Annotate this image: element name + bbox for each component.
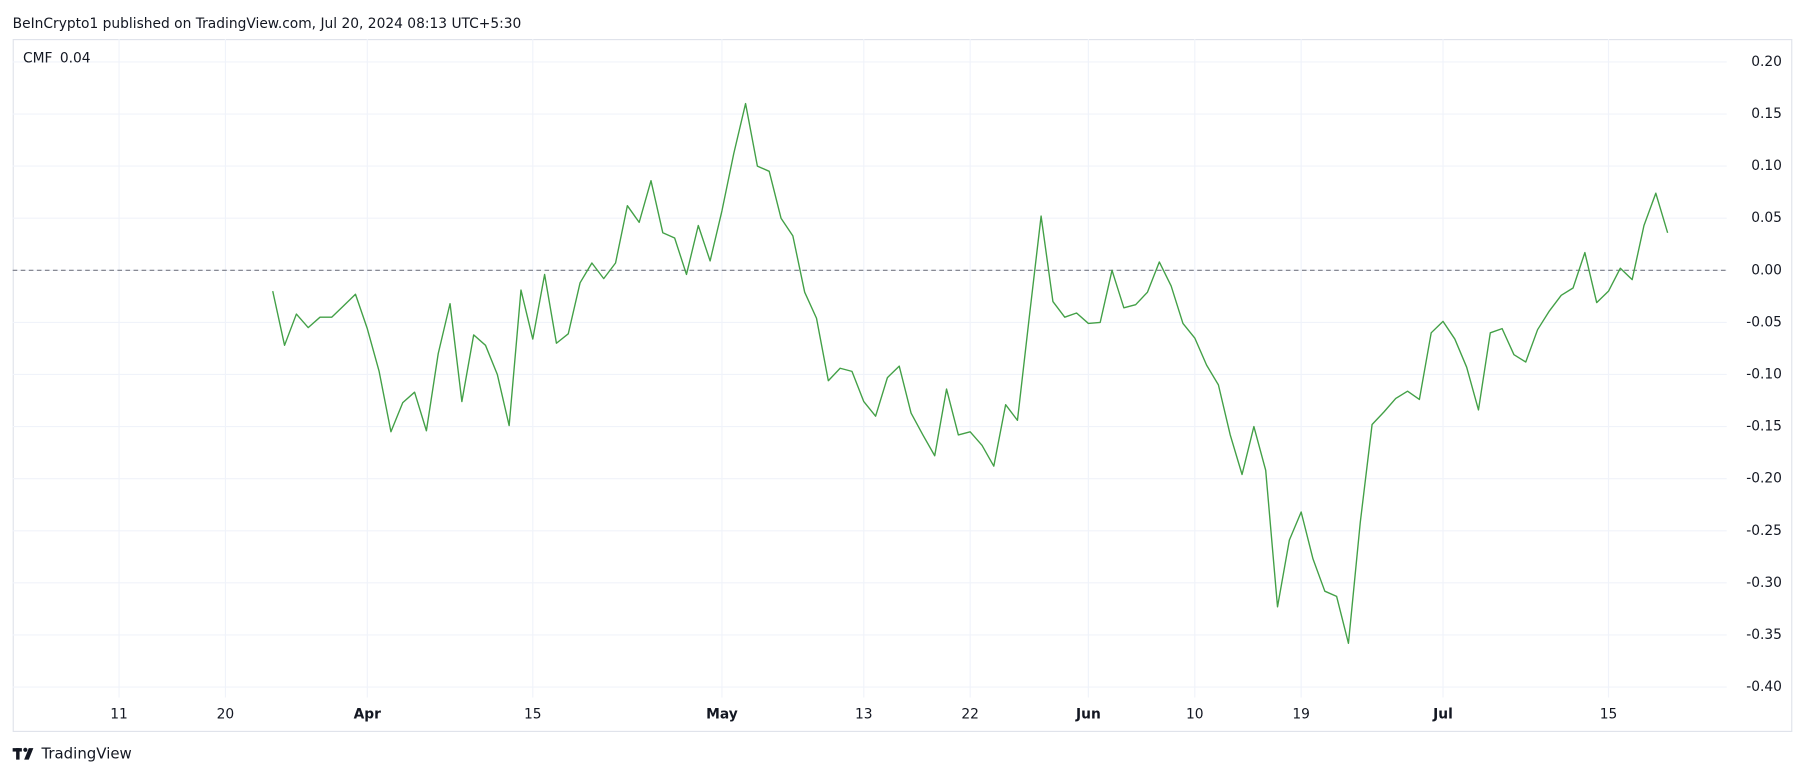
x-tick-label: May	[706, 707, 738, 723]
cmf-line	[272, 102, 1669, 644]
x-tick-label: 11	[110, 707, 128, 723]
y-tick-label: 0.05	[1751, 210, 1782, 226]
x-tick-label: 22	[961, 707, 979, 723]
legend-name: CMF	[23, 51, 53, 67]
x-tick-label: 19	[1292, 707, 1310, 723]
footer-brand: TradingView	[40, 744, 131, 762]
y-tick-label: -0.30	[1746, 575, 1782, 591]
y-tick-label: -0.35	[1746, 627, 1782, 643]
y-tick-label: -0.20	[1746, 471, 1782, 487]
x-tick-label: Jul	[1432, 707, 1453, 723]
y-tick-label: -0.15	[1746, 419, 1782, 435]
x-tick-label: Jun	[1075, 707, 1101, 723]
plot: 0.20 0.15 0.10 0.05 0.00 -0.05 -0.10 -0.15 -0.20…	[12, 39, 1782, 723]
logo	[12, 747, 34, 760]
y-tick-label: -0.25	[1746, 523, 1782, 539]
y-tick-label: 0.15	[1751, 106, 1782, 122]
y-tick-label: 0.20	[1751, 54, 1782, 70]
y-tick-label: -0.05	[1746, 314, 1782, 330]
x-tick-label: 10	[1186, 707, 1204, 723]
y-tick-label: -0.10	[1746, 366, 1782, 382]
y-tick-label: 0.10	[1751, 158, 1782, 174]
x-tick-label: 15	[1600, 707, 1618, 723]
y-tick-label: 0.00	[1751, 262, 1782, 278]
x-tick-label: Apr	[354, 707, 382, 723]
x-tick-label: 15	[524, 707, 542, 723]
header: BeInCrypto1 published on TradingView.com…	[13, 16, 522, 32]
y-tick-label: -0.40	[1746, 679, 1782, 695]
chart-frame	[12, 39, 1793, 732]
x-tick-label: 13	[855, 707, 873, 723]
x-tick-label: 20	[217, 707, 235, 723]
background	[0, 4, 1805, 767]
legend-value: 0.04	[60, 51, 91, 67]
